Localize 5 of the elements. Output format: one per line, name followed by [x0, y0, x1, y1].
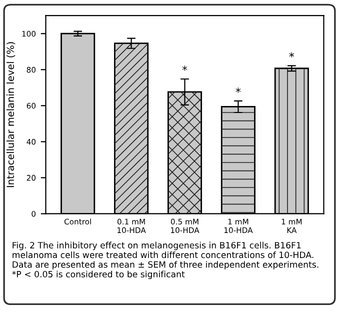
- annotation: *: [236, 88, 241, 93]
- annotation: *: [289, 52, 294, 58]
- annotation: *: [182, 66, 188, 71]
- y-axis-title: Intracellular melanin level (%): [6, 42, 16, 188]
- caption: Fig. 2 The inhibitory effect on melanogenesis in B16F1 cells. B16F1 melanoma cells were treated with different concentrations of 10-HDA. Data are presented as mean ± SEM of three independent experiments. *P < 0.05 is considered to be significant: [12, 242, 318, 280]
